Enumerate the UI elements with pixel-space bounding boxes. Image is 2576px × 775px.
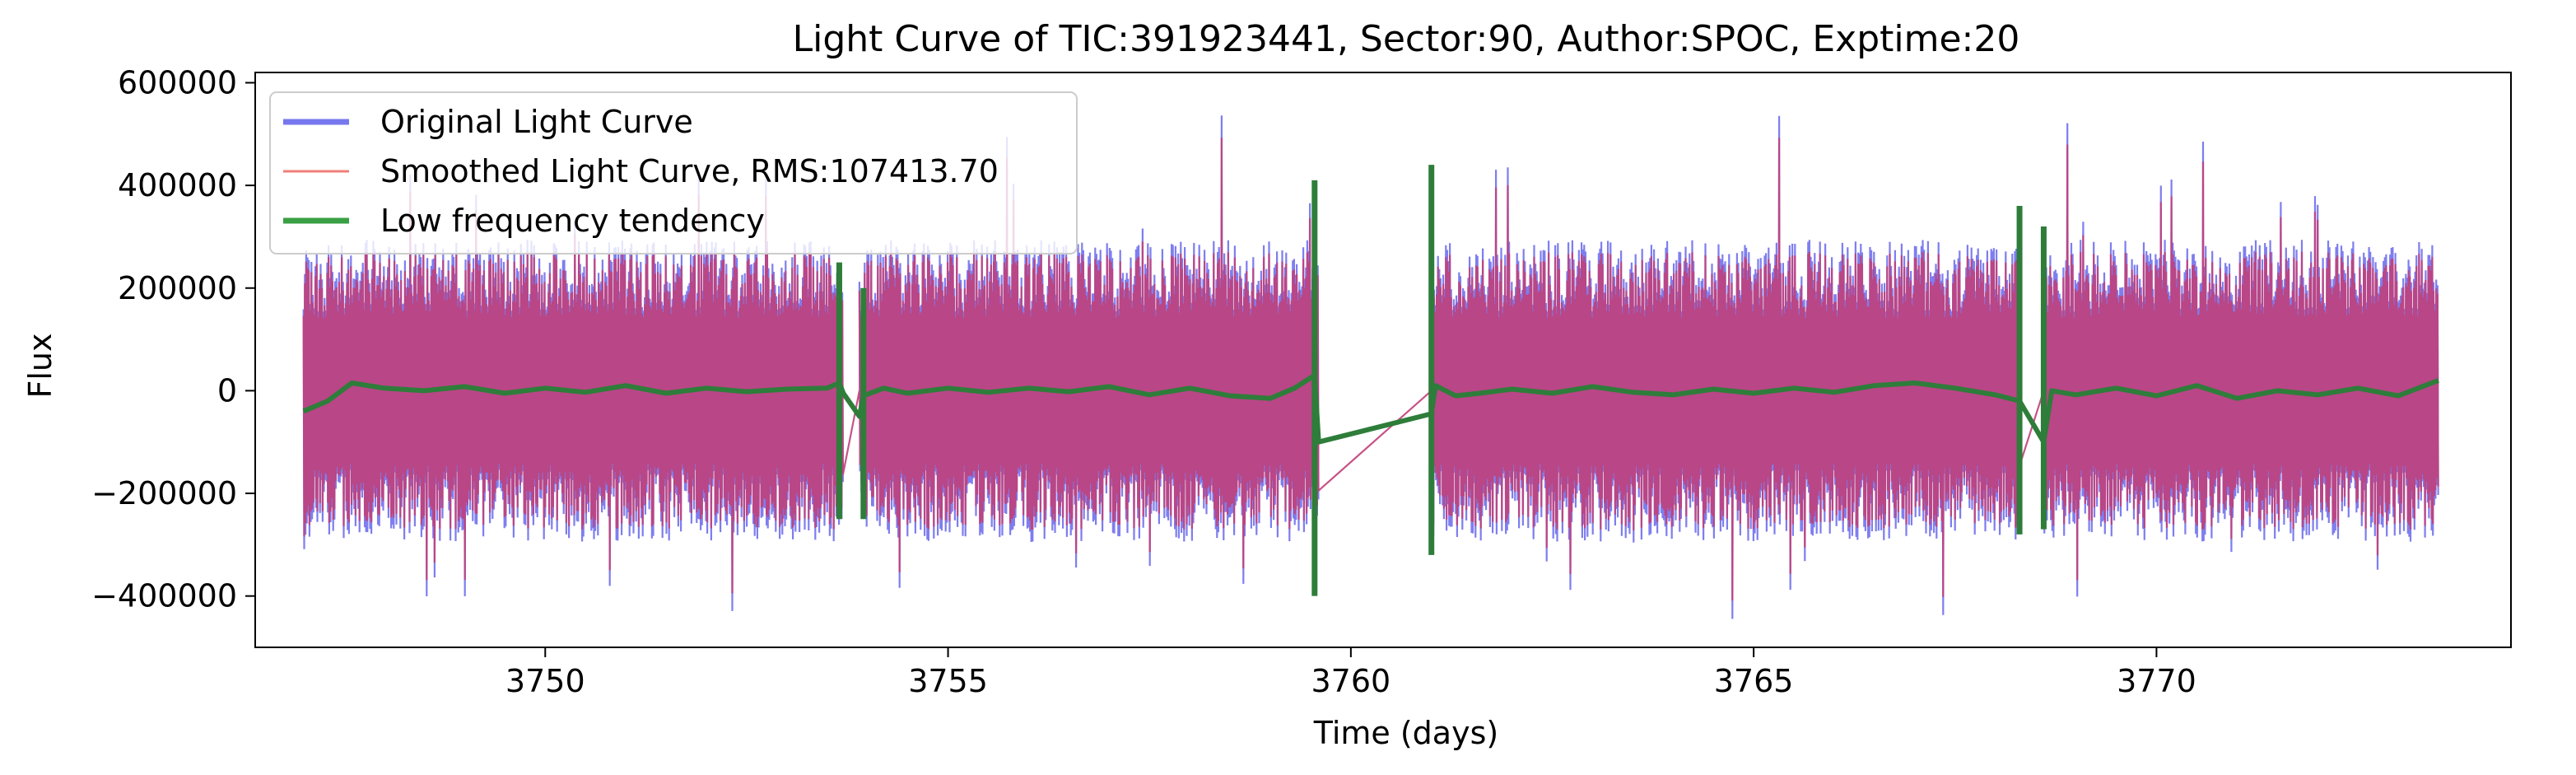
x-tick-label: 3750 (505, 663, 585, 699)
y-tick-label: 200000 (118, 270, 237, 306)
y-tick-label: 0 (217, 372, 237, 409)
legend-label-tendency: Low frequency tendency (380, 203, 765, 239)
y-tick-label: 400000 (118, 167, 237, 203)
y-axis: −400000 −200000 0 200000 400000 600000 (91, 64, 255, 614)
smoothed-light-curve-line (302, 138, 2439, 601)
smoothed-light-curve-series (302, 138, 2439, 601)
x-axis: 3750 3755 3760 3765 3770 (505, 647, 2196, 699)
x-tick-label: 3755 (908, 663, 988, 699)
low-frequency-tendency-series (302, 165, 2439, 596)
legend-box (269, 91, 1078, 254)
legend-label-original: Original Light Curve (380, 104, 693, 140)
legend: Original Light Curve Smoothed Light Curv… (269, 91, 1078, 254)
x-axis-label: Time (days) (1313, 715, 1498, 751)
x-tick-label: 3765 (1714, 663, 1794, 699)
x-tick-label: 3760 (1311, 663, 1390, 699)
y-tick-label: −400000 (91, 578, 237, 614)
chart-title: Light Curve of TIC:391923441, Sector:90,… (793, 18, 2020, 60)
x-tick-label: 3770 (2117, 663, 2196, 699)
y-tick-label: −200000 (91, 475, 237, 511)
plot-frame (254, 72, 2512, 648)
y-axis-label: Flux (22, 334, 58, 399)
plot-area (302, 115, 2439, 619)
y-tick-label: 600000 (118, 64, 237, 100)
legend-label-smoothed: Smoothed Light Curve, RMS:107413.70 (380, 153, 999, 189)
